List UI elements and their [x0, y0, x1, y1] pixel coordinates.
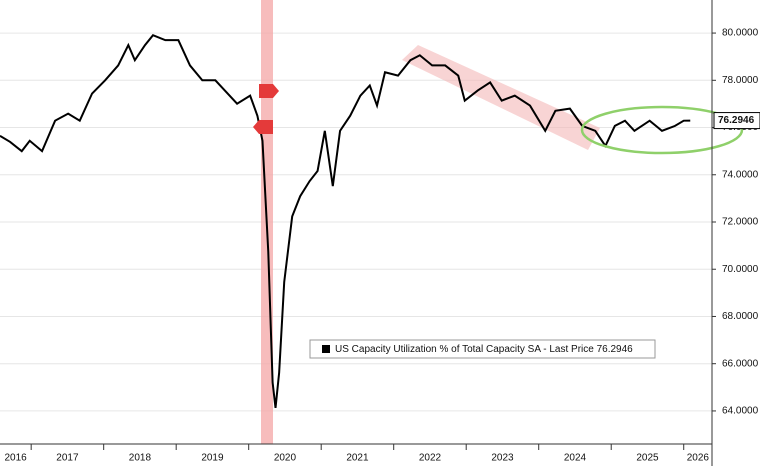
- event-marker: [253, 120, 273, 134]
- y-tick-label: 64.0000: [722, 406, 759, 417]
- event-marker: [259, 84, 279, 98]
- y-tick-label: 70.0000: [722, 264, 759, 275]
- y-tick-label: 80.0000: [722, 28, 759, 39]
- last-price-label: 76.2946: [718, 115, 755, 126]
- x-tick-label: 2024: [564, 453, 587, 464]
- y-tick-label: 72.0000: [722, 217, 759, 228]
- x-tick-label: 2022: [419, 453, 442, 464]
- y-tick-label: 66.0000: [722, 358, 759, 369]
- legend-label: US Capacity Utilization % of Total Capac…: [335, 344, 633, 355]
- x-tick-label: 2023: [491, 453, 514, 464]
- legend: US Capacity Utilization % of Total Capac…: [309, 339, 656, 359]
- x-tick-label: 2017: [56, 453, 79, 464]
- x-tick-label: 2025: [636, 453, 659, 464]
- x-tick-label: 2019: [201, 453, 224, 464]
- y-tick-label: 78.0000: [722, 75, 759, 86]
- x-tick-label: 2018: [129, 453, 152, 464]
- y-tick-label: 68.0000: [722, 311, 759, 322]
- last-price-badge: [713, 112, 760, 130]
- legend-box: [309, 339, 656, 359]
- highlight-ellipse: [580, 105, 744, 155]
- x-tick-label: 2021: [346, 453, 369, 464]
- x-tick-label: 2026: [687, 453, 710, 464]
- axes: 64.0000 66.0000 68.0000 70.0000 72.0000 74.00…: [4, 28, 760, 464]
- x-tick-label: 2016: [4, 453, 27, 464]
- line-series: [0, 33, 691, 408]
- legend-swatch: [322, 345, 330, 353]
- series-layer: [0, 33, 691, 408]
- x-tick-label: 2020: [274, 453, 297, 464]
- y-tick-label: 74.0000: [722, 169, 759, 180]
